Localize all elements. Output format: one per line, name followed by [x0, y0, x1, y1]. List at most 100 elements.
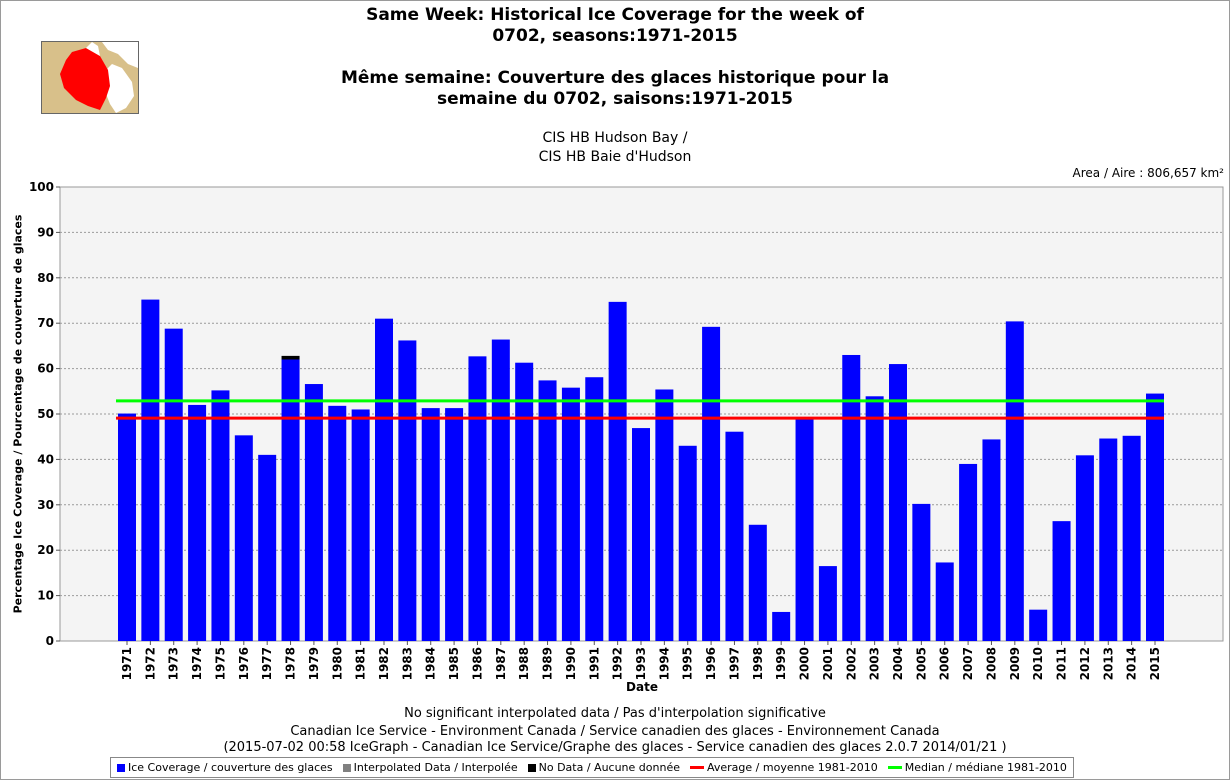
- x-tick-label-2013: 2013: [1101, 647, 1115, 680]
- bar-1998: [748, 524, 767, 641]
- chart-title-en-line2: 0702, seasons:1971-2015: [492, 26, 738, 46]
- legend-item-average: Average / moyenne 1981-2010: [690, 761, 878, 774]
- bar-1981: [351, 409, 370, 641]
- x-tick-label-1984: 1984: [424, 647, 438, 680]
- x-tick-label-1986: 1986: [470, 647, 484, 680]
- bar-2009: [1005, 321, 1024, 641]
- bar-2001: [818, 566, 837, 641]
- bar-2002: [842, 354, 861, 641]
- x-tick-label-2012: 2012: [1078, 647, 1092, 680]
- bar-2015: [1146, 393, 1164, 641]
- bar-2008: [982, 439, 1001, 641]
- chart-title-en-line1: Same Week: Historical Ice Coverage for t…: [366, 5, 864, 25]
- map-strait: [86, 42, 100, 56]
- legend-item-median: Median / médiane 1981-2010: [887, 761, 1067, 774]
- bar-1976: [234, 435, 253, 641]
- bar-1973: [164, 328, 183, 641]
- bar-1995: [678, 445, 697, 641]
- bar-1999: [772, 611, 791, 641]
- legend-swatch-interpolated: [342, 763, 351, 772]
- x-tick-label-1982: 1982: [377, 647, 391, 680]
- legend-item-no-data: No Data / Aucune donnée: [527, 761, 680, 774]
- x-tick-label-1996: 1996: [704, 647, 718, 680]
- bar-2012: [1075, 455, 1094, 641]
- bar-1979: [304, 384, 323, 641]
- bar-2013: [1099, 438, 1118, 641]
- y-tick-label-70: 70: [37, 316, 54, 330]
- footer-credit: Canadian Ice Service - Environment Canad…: [290, 724, 940, 739]
- bar-1987: [491, 339, 510, 641]
- x-tick-label-2000: 2000: [798, 647, 812, 680]
- legend-item-interpolated: Interpolated Data / Interpolée: [342, 761, 518, 774]
- x-tick-label-1981: 1981: [354, 647, 368, 680]
- y-axis-label: Percentage Ice Coverage / Pourcentage de…: [11, 214, 25, 614]
- y-tick-label-90: 90: [37, 225, 54, 239]
- region-name-en: CIS HB Hudson Bay /: [542, 130, 688, 146]
- y-tick-label-100: 100: [29, 180, 54, 194]
- x-tick-label-1992: 1992: [611, 647, 625, 680]
- bar-1971: [118, 413, 136, 641]
- x-tick-label-1975: 1975: [213, 647, 227, 680]
- x-tick-label-2001: 2001: [821, 647, 835, 680]
- bar-2005: [912, 503, 931, 641]
- legend-swatch-average: [690, 766, 704, 769]
- chart-title-fr-line2: semaine du 0702, saisons:1971-2015: [436, 89, 793, 109]
- region-area: Area / Aire : 806,657 km²: [1072, 166, 1224, 180]
- bar-1997: [725, 431, 744, 641]
- footer-version: (2015-07-02 00:58 IceGraph - Canadian Ic…: [223, 740, 1007, 755]
- chart-legend: Ice Coverage / couverture des glaces Int…: [110, 757, 1074, 778]
- bar-2004: [889, 364, 907, 641]
- x-tick-label-1989: 1989: [541, 647, 555, 680]
- footer-interpolation-note: No significant interpolated data / Pas d…: [404, 706, 826, 721]
- legend-label-ice: Ice Coverage / couverture des glaces: [128, 761, 333, 774]
- x-tick-label-2008: 2008: [984, 647, 998, 680]
- x-tick-label-2011: 2011: [1055, 647, 1069, 680]
- bar-2000: [795, 419, 814, 641]
- x-tick-label-1980: 1980: [330, 647, 344, 680]
- x-tick-label-1988: 1988: [517, 647, 531, 680]
- x-tick-label-1978: 1978: [284, 647, 298, 680]
- x-tick-label-2007: 2007: [961, 647, 975, 680]
- x-tick-label-2010: 2010: [1031, 647, 1045, 680]
- x-tick-label-1971: 1971: [120, 647, 134, 680]
- bar-1994: [655, 389, 674, 641]
- x-tick-label-2003: 2003: [868, 647, 882, 680]
- x-tick-label-1993: 1993: [634, 647, 648, 680]
- map-arctic-water: [102, 42, 138, 68]
- bar-1974: [188, 404, 207, 641]
- x-tick-label-2005: 2005: [914, 647, 928, 680]
- x-tick-label-1991: 1991: [587, 647, 601, 680]
- x-tick-label-1987: 1987: [494, 647, 508, 680]
- y-tick-label-10: 10: [37, 589, 54, 603]
- y-tick-label-0: 0: [46, 634, 54, 648]
- legend-label-average: Average / moyenne 1981-2010: [707, 761, 878, 774]
- legend-label-median: Median / médiane 1981-2010: [904, 761, 1067, 774]
- bar-1993: [632, 428, 650, 641]
- map-east-water: [104, 64, 134, 113]
- bar-2014: [1122, 435, 1141, 641]
- x-tick-label-1977: 1977: [260, 647, 274, 680]
- x-tick-label-1994: 1994: [657, 647, 671, 680]
- y-tick-label-30: 30: [37, 498, 54, 512]
- x-tick-label-2004: 2004: [891, 647, 905, 680]
- map-hudson-bay-region: [60, 48, 110, 110]
- bar-1972: [141, 299, 160, 641]
- bar-1975: [211, 390, 230, 641]
- bar-1988: [515, 362, 534, 641]
- legend-swatch-no-data: [527, 763, 536, 772]
- chart-title-fr-line1: Même semaine: Couverture des glaces hist…: [340, 68, 890, 88]
- legend-label-interpolated: Interpolated Data / Interpolée: [353, 761, 518, 774]
- x-tick-label-1998: 1998: [751, 647, 765, 680]
- bar-1978: [281, 359, 300, 641]
- x-tick-label-2009: 2009: [1008, 647, 1022, 680]
- legend-label-no-data: No Data / Aucune donnée: [538, 761, 680, 774]
- region-map-graphic: [42, 42, 138, 113]
- x-axis-label: Date: [626, 680, 658, 694]
- bar-1982: [375, 318, 393, 641]
- bar-1985: [445, 408, 464, 641]
- y-tick-label-20: 20: [37, 543, 54, 557]
- x-tick-label-2014: 2014: [1125, 647, 1139, 680]
- region-name-fr: CIS HB Baie d'Hudson: [538, 149, 692, 165]
- bar-1992: [608, 301, 627, 641]
- x-tick-label-1999: 1999: [774, 647, 788, 680]
